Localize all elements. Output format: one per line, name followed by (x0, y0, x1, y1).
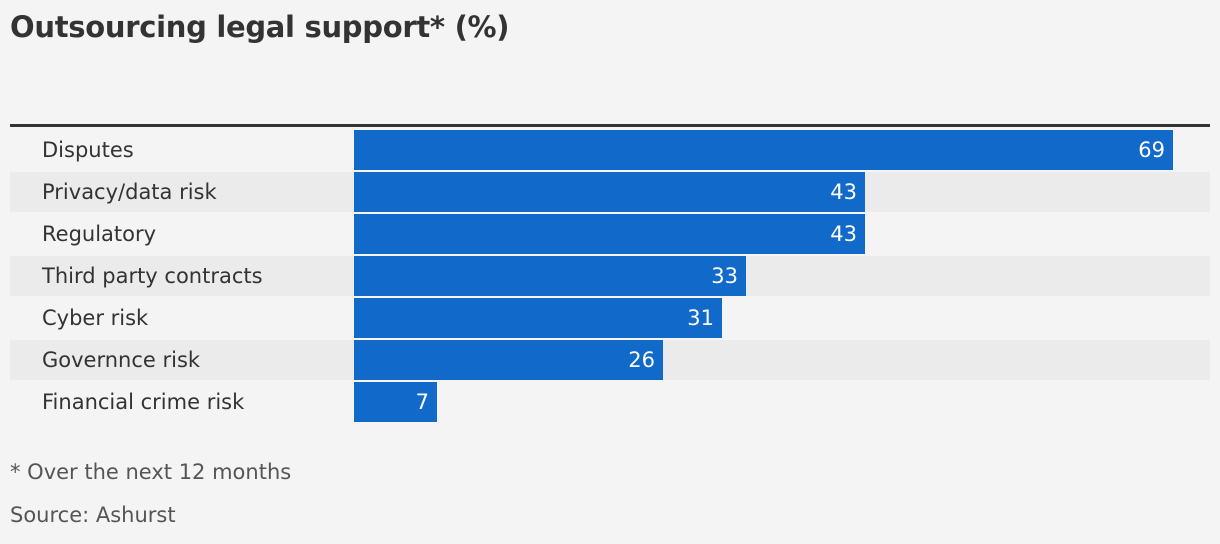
chart-row: Disputes 69 (10, 130, 1210, 170)
bar: 69 (354, 130, 1173, 170)
chart-row: Privacy/data risk 43 (10, 172, 1210, 212)
bar-value-label: 69 (1138, 138, 1165, 162)
category-label: Governnce risk (42, 348, 201, 372)
chart-row: Third party contracts 33 (10, 256, 1210, 296)
bar-value-label: 43 (830, 180, 857, 204)
bar: 7 (354, 382, 437, 422)
bar-value-label: 7 (415, 390, 429, 414)
category-label: Regulatory (42, 222, 157, 246)
category-label: Financial crime risk (42, 390, 245, 414)
category-label: Disputes (42, 138, 134, 162)
bar-value-label: 43 (830, 222, 857, 246)
bar: 43 (354, 214, 865, 254)
bar: 26 (354, 340, 663, 380)
category-label: Cyber risk (42, 306, 149, 330)
chart-title: Outsourcing legal support* (%) (10, 10, 510, 44)
category-label: Privacy/data risk (42, 180, 217, 204)
bar: 43 (354, 172, 865, 212)
bar-value-label: 31 (687, 306, 714, 330)
chart-row: Cyber risk 31 (10, 298, 1210, 338)
bar-chart: Disputes 69 Privacy/data risk 43 Regulatory 4… (10, 124, 1210, 427)
chart-row: Governnce risk 26 (10, 340, 1210, 380)
bar-value-label: 26 (628, 348, 655, 372)
chart-row: Financial crime risk 7 (10, 382, 1210, 422)
bar-value-label: 33 (711, 264, 738, 288)
bar: 31 (354, 298, 722, 338)
category-label: Third party contracts (42, 264, 263, 288)
chart-row: Regulatory 43 (10, 214, 1210, 254)
footnote: * Over the next 12 months (10, 460, 292, 484)
bar: 33 (354, 256, 746, 296)
source-note: Source: Ashurst (10, 503, 176, 527)
